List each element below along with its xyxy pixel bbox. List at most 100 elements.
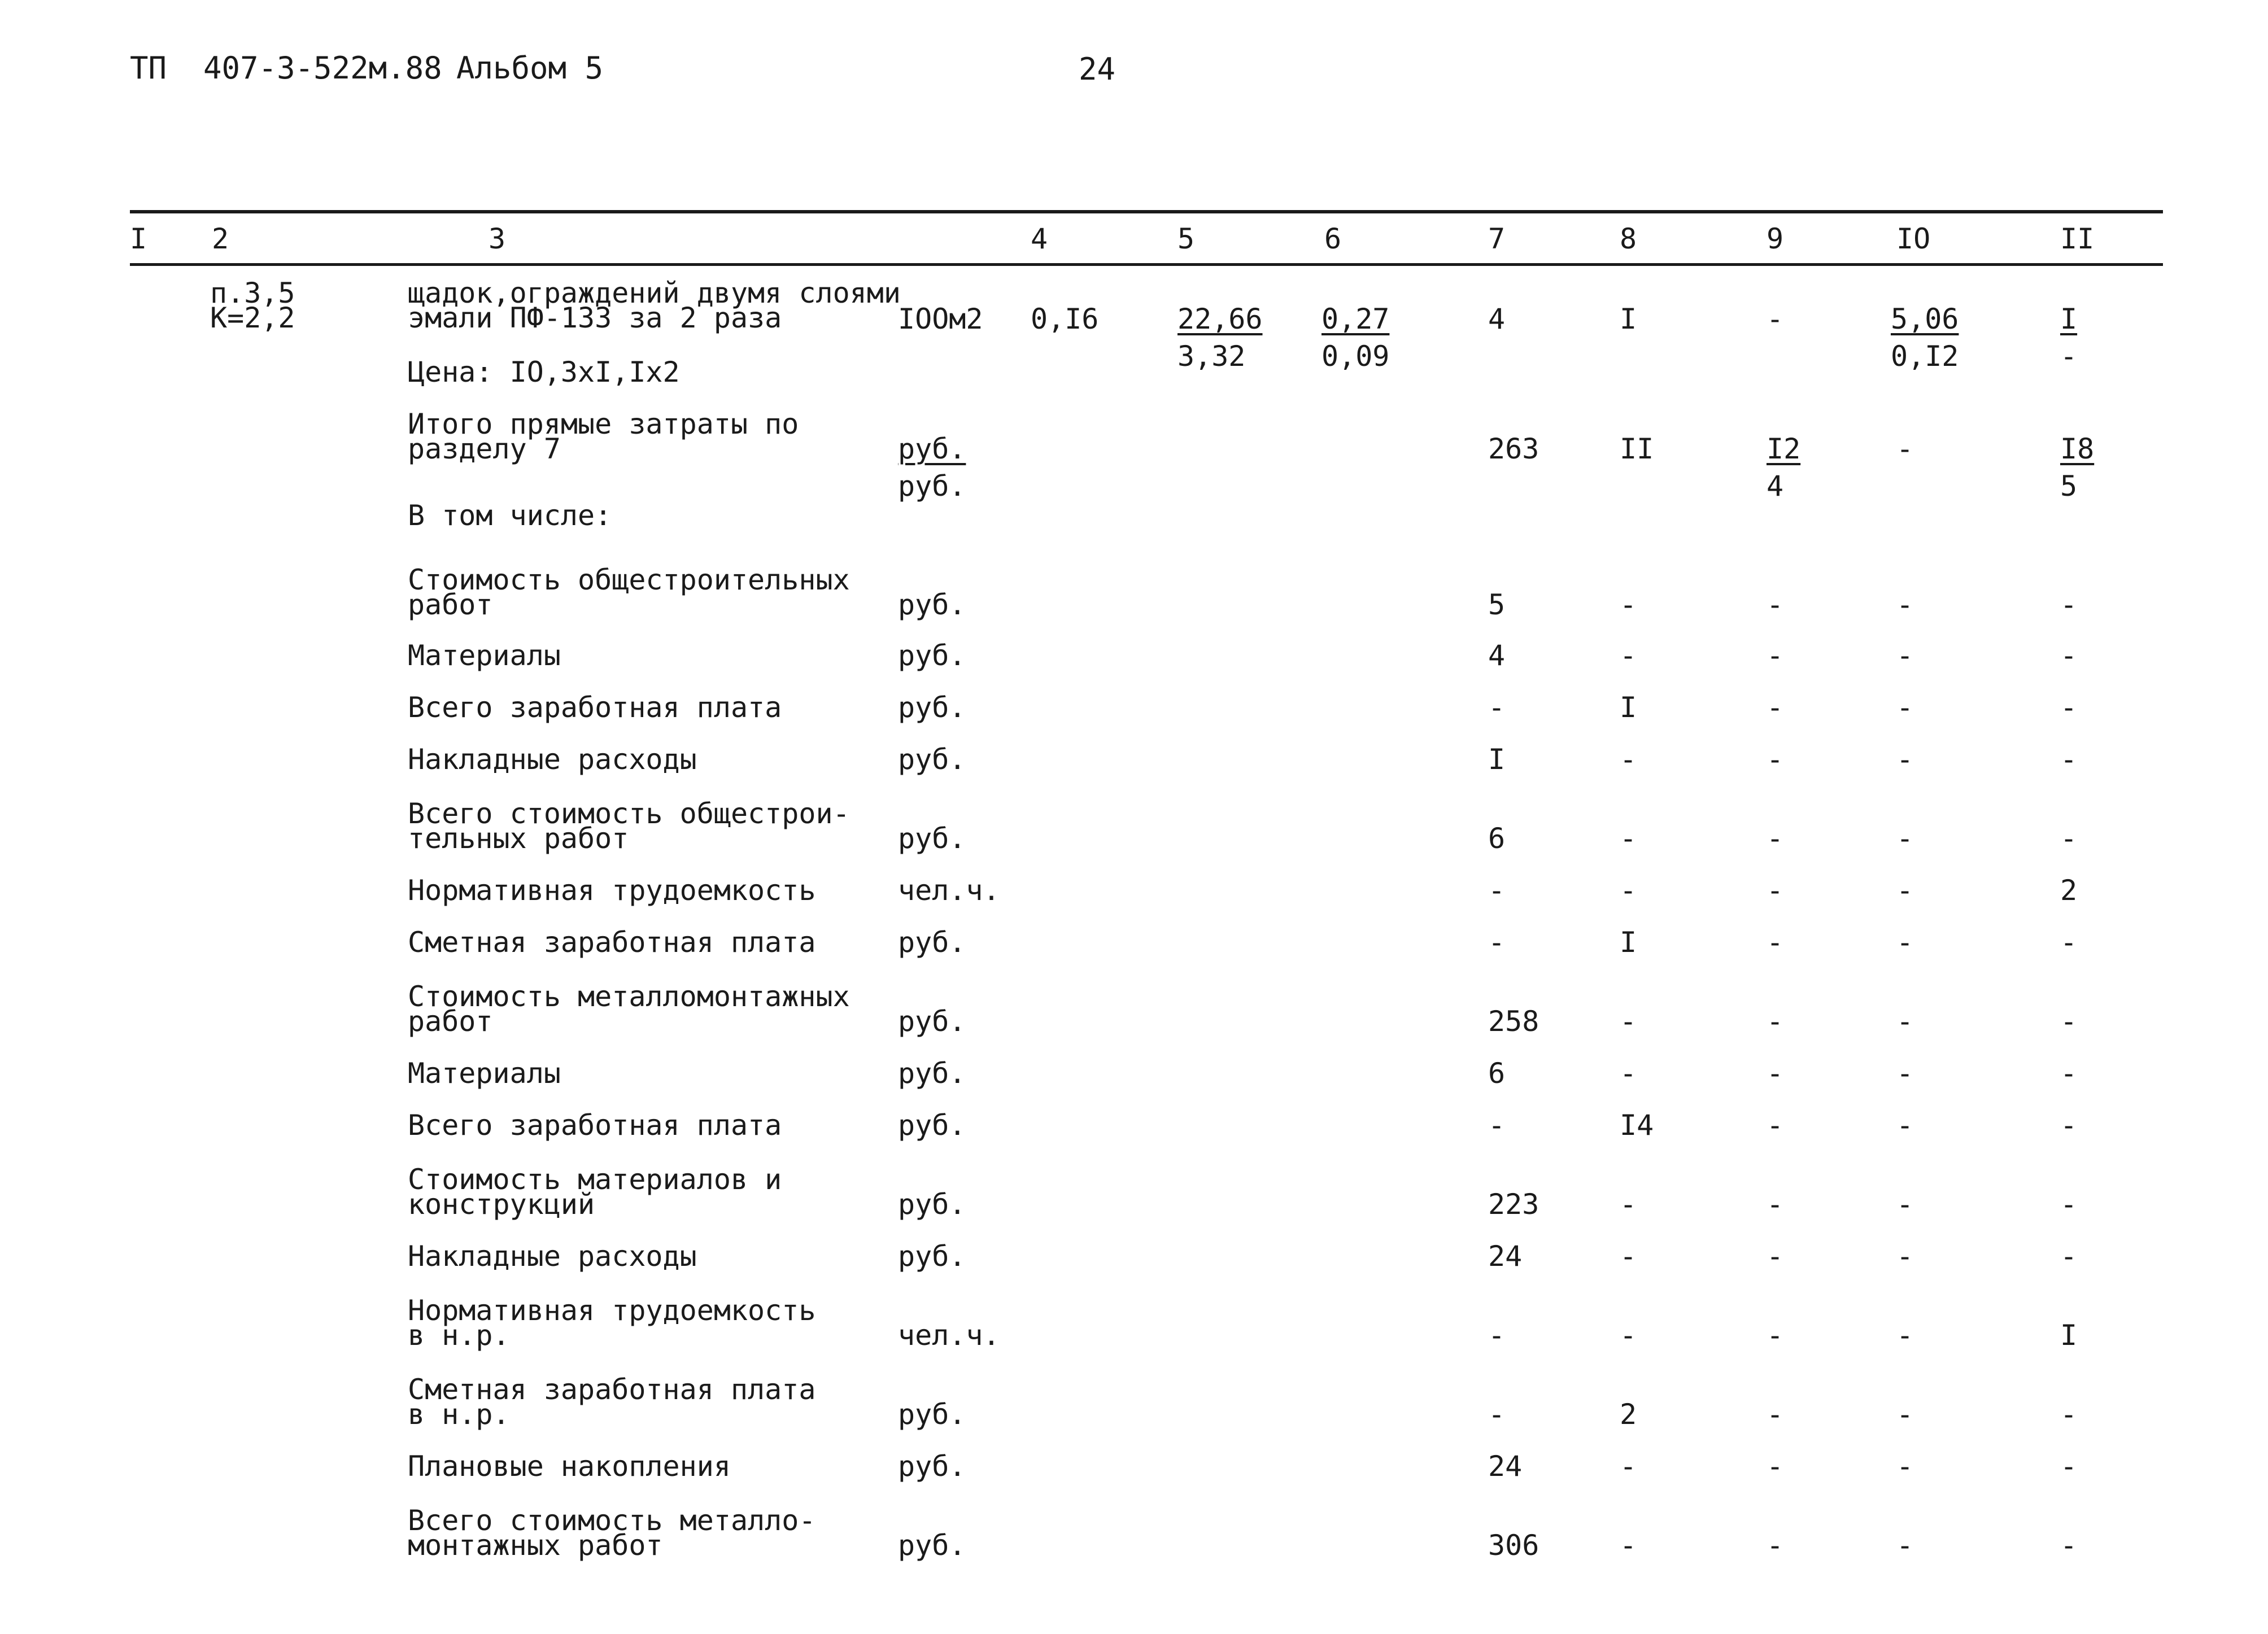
row-label: в н.р. xyxy=(408,1398,510,1431)
column-number: 5 xyxy=(1177,222,1195,255)
row-label: Всего стоимость металло- xyxy=(408,1504,816,1537)
item-quantity: 0,I6 xyxy=(1031,303,1099,335)
row-c10-value: - xyxy=(1896,691,1914,724)
page-number: 24 xyxy=(1079,51,1116,87)
row-c10-value: - xyxy=(1896,926,1914,959)
row-label: в н.р. xyxy=(408,1319,510,1352)
row-c9-value: - xyxy=(1767,1005,1784,1038)
row-label: монтажных работ xyxy=(408,1529,663,1562)
row-c7-value: 24 xyxy=(1488,1450,1523,1483)
row-c11-value: - xyxy=(2060,1240,2078,1273)
row-c10-value: - xyxy=(1896,1057,1914,1090)
row-c11-value: - xyxy=(2060,691,2078,724)
row-c10-value: - xyxy=(1896,1529,1914,1562)
row-c7-value: 223 xyxy=(1488,1188,1539,1221)
row-label: Стоимость общестроительных xyxy=(408,563,850,596)
row-unit: руб. xyxy=(898,1529,966,1562)
row-c10-value: - xyxy=(1896,822,1914,855)
row-label: Накладные расходы xyxy=(408,743,697,776)
row-c11-value: 2 xyxy=(2060,874,2078,907)
row-unit: руб. xyxy=(898,1109,966,1142)
column-number: 9 xyxy=(1767,222,1784,255)
item-description: эмали ПФ-133 за 2 раза xyxy=(408,302,782,334)
row-c11-value: - xyxy=(2060,639,2078,672)
row-label: Всего заработная плата xyxy=(408,1109,782,1142)
row-c9-value: - xyxy=(1767,1109,1784,1142)
row-c7-value: 6 xyxy=(1488,1057,1506,1090)
row-c9-value: - xyxy=(1767,1529,1784,1562)
row-c9-value: - xyxy=(1767,639,1784,672)
row-unit: руб. xyxy=(898,1450,966,1483)
row-c10-value: - xyxy=(1896,1398,1914,1431)
total-col11-value: I8 xyxy=(2060,432,2095,465)
row-unit: руб. xyxy=(898,1057,966,1090)
item-col9-value: - xyxy=(1767,303,1784,335)
row-c10-value: - xyxy=(1896,874,1914,907)
row-c7-value: 306 xyxy=(1488,1529,1539,1562)
row-c10-value: - xyxy=(1896,639,1914,672)
total-col11-value: 5 xyxy=(2060,470,2078,503)
row-c11-value: - xyxy=(2060,588,2078,621)
row-c10-value: - xyxy=(1896,588,1914,621)
row-label: Всего стоимость общестрои- xyxy=(408,797,850,830)
row-unit: руб. xyxy=(898,691,966,724)
row-c11-value: - xyxy=(2060,822,2078,855)
row-c9-value: - xyxy=(1767,1057,1784,1090)
row-label: Нормативная трудоемкость xyxy=(408,874,816,907)
row-c8-value: 2 xyxy=(1620,1398,1637,1431)
row-c7-value: - xyxy=(1488,1398,1506,1431)
row-c7-value: - xyxy=(1488,926,1506,959)
item-coefficient: К=2,2 xyxy=(210,302,295,334)
row-c7-value: 4 xyxy=(1488,639,1506,672)
row-label: Накладные расходы xyxy=(408,1240,697,1273)
row-c7-value: - xyxy=(1488,874,1506,907)
row-c9-value: - xyxy=(1767,874,1784,907)
row-c8-value: - xyxy=(1620,1240,1637,1273)
row-c11-value: - xyxy=(2060,926,2078,959)
row-label: Всего заработная плата xyxy=(408,691,782,724)
document-code: ТП 407-3-522м.88 xyxy=(130,50,442,86)
row-c7-value: 258 xyxy=(1488,1005,1539,1038)
row-c11-value: - xyxy=(2060,1057,2078,1090)
row-unit: чел.ч. xyxy=(898,874,1000,907)
row-c7-value: - xyxy=(1488,691,1506,724)
row-c8-value: - xyxy=(1620,588,1637,621)
row-c11-value: - xyxy=(2060,1529,2078,1562)
row-c10-value: - xyxy=(1896,743,1914,776)
column-number: II xyxy=(2060,222,2095,255)
row-c8-value: - xyxy=(1620,1188,1637,1221)
total-label: разделу 7 xyxy=(408,432,561,465)
row-label: Материалы xyxy=(408,639,561,672)
row-c10-value: - xyxy=(1896,1109,1914,1142)
row-unit: руб. xyxy=(898,1005,966,1038)
row-c7-value: - xyxy=(1488,1319,1506,1352)
column-number: 3 xyxy=(489,222,506,255)
item-col5-value: 22,66 xyxy=(1177,303,1263,335)
row-c8-value: - xyxy=(1620,822,1637,855)
row-c11-value: - xyxy=(2060,743,2078,776)
row-unit: руб. xyxy=(898,926,966,959)
item-reference: п.3,5 xyxy=(210,277,295,309)
row-c11-value: I xyxy=(2060,1319,2078,1352)
row-label: Материалы xyxy=(408,1057,561,1090)
column-number: 8 xyxy=(1620,222,1637,255)
row-label: Сметная заработная плата xyxy=(408,1373,816,1406)
column-number: 6 xyxy=(1324,222,1342,255)
column-number: 2 xyxy=(212,222,229,255)
row-c10-value: - xyxy=(1896,1450,1914,1483)
total-col9-value: 4 xyxy=(1767,470,1784,503)
row-c8-value: I4 xyxy=(1620,1109,1654,1142)
row-c11-value: - xyxy=(2060,1188,2078,1221)
row-c11-value: - xyxy=(2060,1450,2078,1483)
total-col10-value: - xyxy=(1896,432,1914,465)
row-unit: руб. xyxy=(898,1398,966,1431)
row-c9-value: - xyxy=(1767,1450,1784,1483)
column-number: 7 xyxy=(1488,222,1506,255)
row-c7-value: 5 xyxy=(1488,588,1506,621)
row-c9-value: - xyxy=(1767,588,1784,621)
row-c7-value: 6 xyxy=(1488,822,1506,855)
row-c8-value: - xyxy=(1620,1057,1637,1090)
row-c10-value: - xyxy=(1896,1240,1914,1273)
row-c10-value: - xyxy=(1896,1319,1914,1352)
row-c8-value: - xyxy=(1620,1319,1637,1352)
